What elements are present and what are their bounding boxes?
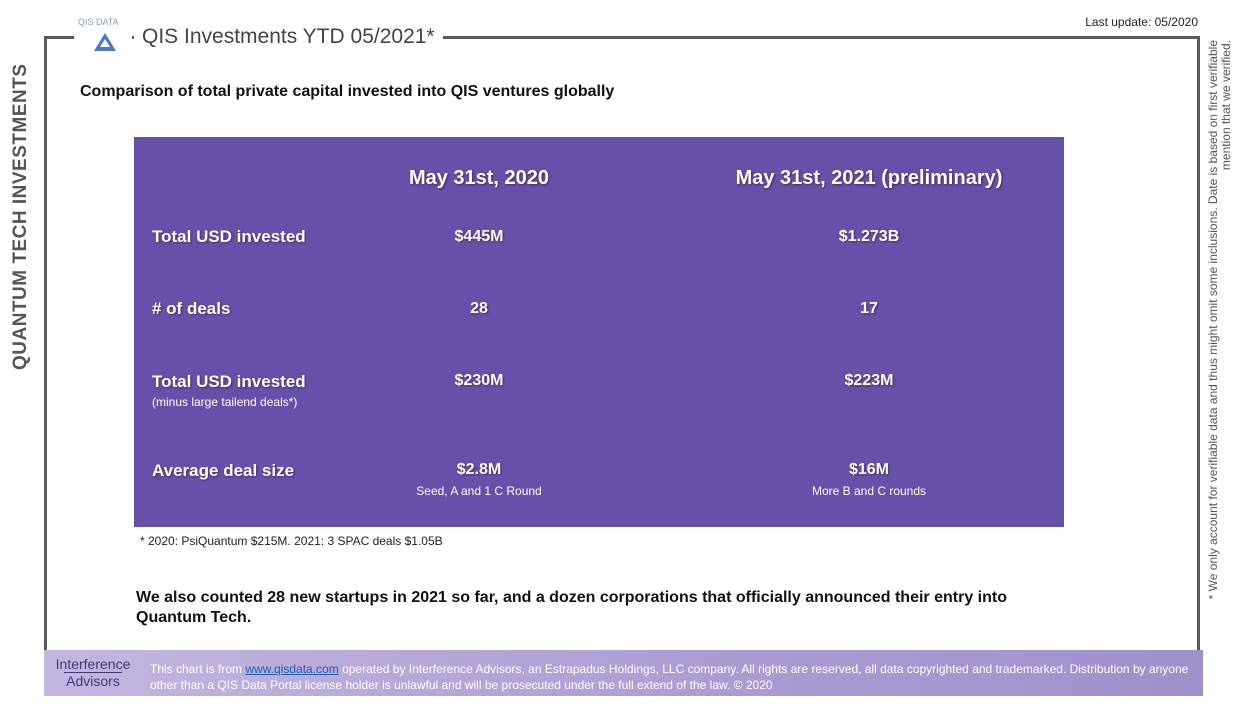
qisdata-link[interactable]: www.qisdata.com: [245, 662, 339, 676]
cell-total-usd-2020: $445M: [454, 228, 504, 245]
cell-value: $16M: [848, 461, 890, 478]
vertical-side-note: * We only account for verifiable data an…: [1206, 40, 1233, 600]
footer-copyright: This chart is from www.qisdata.com opera…: [150, 661, 1190, 693]
footer-text-after: operated by Interference Advisors, an Es…: [150, 662, 1189, 692]
footer-logo-line1: Interference: [55, 656, 131, 672]
comparison-table: May 31st, 2020 May 31st, 2021 (prelimina…: [134, 137, 1064, 527]
column-header-2021: May 31st, 2021 (preliminary): [735, 167, 1003, 189]
cell-avg-deal-2020: $2.8M Seed, A and 1 C Round: [354, 461, 604, 498]
summary-statement: We also counted 28 new startups in 2021 …: [136, 589, 1007, 626]
footer-bar: Interference Advisors This chart is from…: [44, 650, 1203, 696]
row-label-text: Total USD invested: [152, 227, 306, 246]
cell-subtext: Seed, A and 1 C Round: [416, 484, 542, 498]
triangle-logo-icon: [94, 33, 116, 51]
cell-avg-deal-2021: $16M More B and C rounds: [729, 461, 1009, 498]
content-frame: [44, 36, 1200, 656]
page-subtitle: Comparison of total private capital inve…: [80, 83, 615, 100]
row-label-text: Total USD invested: [152, 372, 306, 391]
row-label-avg-deal-size: Average deal size: [152, 461, 294, 481]
footer-text-before: This chart is from: [150, 662, 246, 676]
page-title: QIS Investments YTD 05/2021*: [134, 25, 443, 49]
row-label-deals: # of deals: [152, 299, 230, 319]
row-label-text: Average deal size: [152, 461, 295, 480]
footer-logo-line2: Advisors: [64, 672, 122, 689]
last-update-text: Last update: 05/2020: [1085, 15, 1198, 29]
interference-advisors-logo: Interference Advisors: [50, 656, 136, 689]
row-label-text: # of deals: [152, 299, 231, 318]
logo-caption: QIS DATA: [78, 17, 119, 27]
cell-value: $2.8M: [456, 461, 502, 478]
qis-data-logo: QIS DATA: [74, 16, 132, 66]
row-sublabel: (minus large tailend deals*): [152, 395, 298, 409]
row-label-total-usd-minus-tailend: Total USD invested (minus large tailend …: [152, 372, 306, 409]
cell-deals-2020: 28: [470, 300, 488, 317]
cell-deals-2021: 17: [860, 300, 878, 317]
cell-total-usd-minus-2021: $223M: [844, 372, 894, 389]
cell-total-usd-minus-2020: $230M: [454, 372, 504, 389]
table-footnote: * 2020: PsiQuantum $215M. 2021: 3 SPAC d…: [140, 534, 443, 548]
cell-total-usd-2021: $1.273B: [838, 228, 900, 245]
column-header-2020: May 31st, 2020: [408, 167, 550, 189]
cell-subtext: More B and C rounds: [811, 484, 927, 498]
row-label-total-usd: Total USD invested: [152, 227, 306, 247]
vertical-section-title: QUANTUM TECH INVESTMENTS: [10, 63, 31, 371]
